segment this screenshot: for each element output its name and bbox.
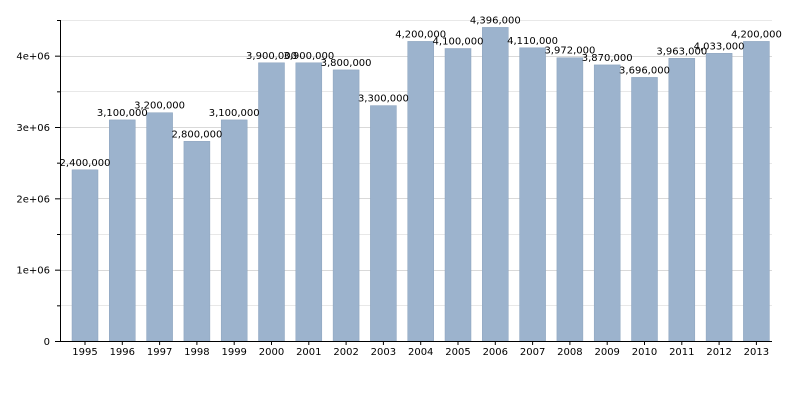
data-label-2001: 3,900,000 [283, 51, 334, 62]
data-label-2007: 4,110,000 [507, 36, 558, 47]
data-label-1995: 2,400,000 [60, 158, 111, 169]
y-tick-label: 0 [44, 337, 50, 348]
data-label-2000: 3,900,000 [246, 51, 297, 62]
bars [71, 27, 770, 342]
x-tick-label: 2007 [520, 347, 545, 358]
bar-2007 [519, 47, 546, 342]
bar-2013 [743, 41, 770, 342]
bar-2011 [668, 58, 696, 342]
x-tick-label: 2005 [445, 347, 470, 358]
x-tick-label: 2008 [557, 347, 582, 358]
x-tick-label: 1996 [110, 347, 135, 358]
bar-1996 [109, 119, 136, 342]
bar-1999 [220, 119, 248, 342]
x-tick-label: 2009 [594, 347, 619, 358]
data-label-2013: 4,200,000 [731, 29, 782, 40]
bar-2012 [705, 53, 733, 342]
y-tick-label: 4e+06 [16, 52, 50, 63]
data-labels: 2,400,0003,100,0003,200,0002,800,0003,10… [60, 15, 782, 168]
axes: 1995 1996 1997 1998 1999 2000 2001 2002 2003 2004… [16, 20, 772, 358]
data-label-2008: 3,972,000 [544, 46, 595, 57]
data-label-1999: 3,100,000 [209, 108, 260, 119]
x-tick-label: 2010 [632, 347, 657, 358]
bar-2005 [444, 48, 472, 342]
bar-2008 [556, 57, 584, 342]
bar-2000 [258, 62, 285, 342]
data-label-2012: 4,033,000 [694, 41, 745, 52]
x-tick-label: 2003 [371, 347, 396, 358]
data-label-2011: 3,963,000 [656, 46, 707, 57]
x-tick-label: 1998 [184, 347, 209, 358]
data-label-2004: 4,200,000 [395, 29, 446, 40]
bar-2009 [593, 64, 621, 342]
bar-2002 [332, 69, 360, 342]
x-tick-label: 2004 [408, 347, 433, 358]
data-label-1997: 3,200,000 [134, 101, 185, 112]
x-tick-label: 2013 [744, 347, 769, 358]
y-tick-label: 3e+06 [16, 123, 50, 134]
x-tick-label: 2000 [259, 347, 284, 358]
bar-1998 [183, 141, 211, 342]
bar-2004 [407, 41, 434, 342]
x-tick-label: 2002 [333, 347, 358, 358]
data-label-2006: 4,396,000 [470, 15, 521, 26]
x-tick-label: 1999 [221, 347, 246, 358]
bar-2010 [631, 77, 658, 342]
y-tick-label: 2e+06 [16, 194, 50, 205]
x-tick-label: 2012 [706, 347, 731, 358]
bar-1995 [71, 169, 99, 342]
data-label-2002: 3,800,000 [321, 58, 372, 69]
data-label-1998: 2,800,000 [171, 129, 222, 140]
bar-2003 [370, 105, 397, 342]
data-label-1996: 3,100,000 [97, 108, 148, 119]
x-tick-label: 1997 [147, 347, 172, 358]
data-label-2003: 3,300,000 [358, 94, 409, 105]
x-tick-label: 2006 [483, 347, 508, 358]
data-label-2010: 3,696,000 [619, 65, 670, 76]
bar-2001 [295, 62, 323, 342]
x-tick-label: 2011 [669, 347, 694, 358]
bar-2006 [482, 27, 509, 342]
x-tick-label: 2001 [296, 347, 321, 358]
data-label-2005: 4,100,000 [433, 37, 484, 48]
bar-1997 [146, 112, 173, 342]
x-tick-label: 1995 [72, 347, 97, 358]
data-label-2009: 3,870,000 [582, 53, 633, 64]
y-tick-label: 1e+06 [16, 266, 50, 277]
